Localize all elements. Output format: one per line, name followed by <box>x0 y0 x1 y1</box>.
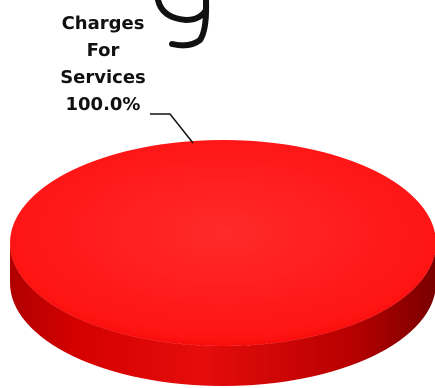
data-label-leader-line <box>150 113 194 144</box>
cropped-heading-fragment <box>155 0 210 49</box>
slice-label-line-1: Charges <box>62 13 145 34</box>
slice-label-line-2: For <box>87 40 120 61</box>
slice-data-label: 100.0% <box>66 94 141 115</box>
pie-slice-charges-for-services <box>10 140 435 346</box>
slice-label-line-3: Services <box>60 67 146 88</box>
pie-slice-side <box>10 243 435 386</box>
